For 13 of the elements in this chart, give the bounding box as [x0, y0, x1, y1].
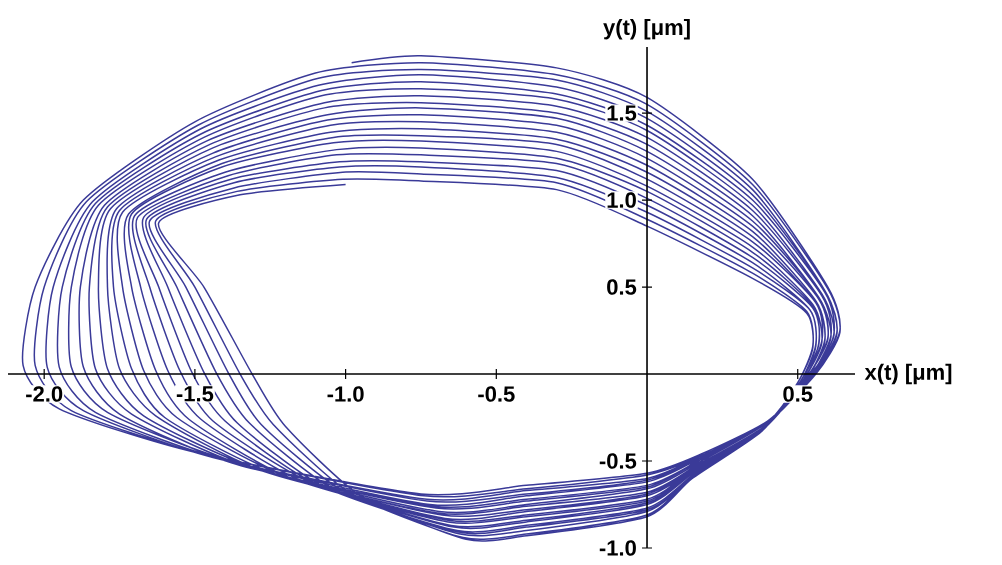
x-axis-title: x(t) [μm] [864, 363, 952, 385]
x-tick-label: 0.5 [783, 386, 813, 402]
y-tick-label: -0.5 [599, 453, 637, 469]
y-tick-label: 0.5 [607, 279, 637, 295]
y-tick-label: -1.0 [599, 540, 636, 556]
y-axis-title: y(t) [μm] [603, 18, 690, 40]
x-tick-label: -0.5 [478, 386, 515, 402]
line-series [22, 54, 841, 541]
x-tick-label: -1.0 [327, 386, 364, 402]
y-tick-label: 1.5 [607, 105, 637, 121]
y-tick-label: 1.0 [607, 192, 636, 208]
x-tick-label: -2.0 [26, 386, 63, 402]
x-tick-label: -1.5 [176, 386, 214, 402]
